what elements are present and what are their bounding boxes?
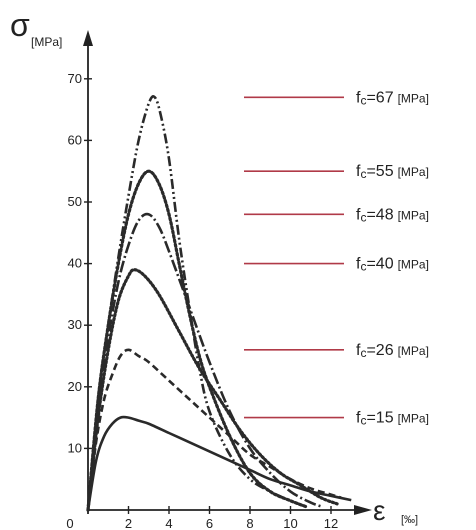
legend: fc=67 [MPa] fc=55 [MPa] fc=48 [MPa] fc=40 [MPa]… xyxy=(244,89,429,428)
x-axis-unit: [‰] xyxy=(401,514,418,526)
series-line-4 xyxy=(86,268,339,512)
y-axis-arrowhead xyxy=(83,30,93,46)
y-axis-title: σ [MPa] xyxy=(10,7,62,49)
legend-label: fc=48 [MPa] xyxy=(356,206,429,224)
legend-label: fc=15 [MPa] xyxy=(356,410,429,428)
x-tick-label: 8 xyxy=(246,516,253,530)
y-tick-label: 30 xyxy=(68,317,82,332)
y-tick-label: 70 xyxy=(68,71,82,86)
x-axis-symbol: ε xyxy=(373,495,385,526)
curves xyxy=(86,95,352,512)
x-ticks: 0 2 4 6 8 10 12 xyxy=(66,506,338,530)
x-tick-label: 0 xyxy=(66,516,73,530)
series-line-5 xyxy=(86,348,342,511)
series-line-1 xyxy=(86,95,308,511)
y-ticks: 10 20 30 40 50 60 70 xyxy=(68,71,92,455)
legend-label: fc=67 [MPa] xyxy=(356,89,429,107)
axes: 10 20 30 40 50 60 70 0 2 4 6 8 10 12 xyxy=(66,30,372,530)
legend-label: fc=26 [MPa] xyxy=(356,342,429,360)
x-tick-label: 10 xyxy=(283,516,297,530)
series-line-6 xyxy=(86,415,352,511)
series-line-3 xyxy=(86,212,324,511)
y-tick-label: 50 xyxy=(68,194,82,209)
x-tick-label: 6 xyxy=(206,516,213,530)
x-tick-label: 2 xyxy=(125,516,132,530)
legend-label: fc=55 [MPa] xyxy=(356,163,429,181)
x-axis-arrowhead xyxy=(354,505,372,515)
y-tick-label: 40 xyxy=(68,256,82,271)
y-tick-label: 20 xyxy=(68,379,82,394)
series-line-2 xyxy=(86,169,309,512)
legend-label: fc=40 [MPa] xyxy=(356,256,429,274)
y-tick-label: 10 xyxy=(68,440,82,455)
y-axis-unit: [MPa] xyxy=(31,35,62,49)
x-tick-label: 4 xyxy=(165,516,172,530)
y-axis-symbol: σ xyxy=(10,7,30,43)
y-tick-label: 60 xyxy=(68,132,82,147)
x-axis-title: ε [‰] xyxy=(373,495,418,526)
x-tick-label: 12 xyxy=(324,516,338,530)
